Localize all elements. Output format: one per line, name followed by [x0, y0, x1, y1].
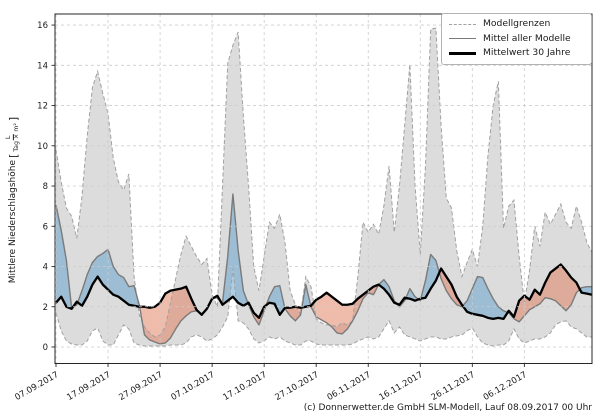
- legend-label: Mittel aller Modelle: [483, 32, 571, 44]
- above-normal-fill: [301, 284, 311, 308]
- x-tick-label: 17.10.2017: [222, 370, 269, 403]
- above-normal-fill: [219, 194, 248, 306]
- gridlines: [55, 14, 592, 364]
- below-normal-fill: [507, 264, 580, 322]
- model-range-lower-bound: [55, 268, 592, 347]
- legend: Modellgrenzen Mittel aller Modelle Mitte…: [441, 13, 592, 65]
- model-mean-line: [55, 193, 592, 345]
- copyright-note: (c) Donnerwetter.de GmbH SLM-Modell, Lau…: [303, 403, 592, 413]
- x-tick-label: 07.09.2017: [13, 370, 60, 403]
- y-tick-label: 12: [37, 102, 48, 112]
- x-tick-label: 07.10.2017: [169, 370, 216, 403]
- y-tick-label: 0: [43, 343, 48, 353]
- above-normal-fill: [266, 285, 285, 315]
- x-tick-label: 26.11.2017: [430, 370, 477, 403]
- plot-border: [54, 13, 593, 364]
- above-normal-fill: [462, 276, 508, 319]
- y-tick-label: 4: [43, 263, 48, 273]
- x-tick-label: 06.11.2017: [326, 370, 373, 403]
- above-normal-fill: [420, 254, 440, 299]
- plot-area: [55, 27, 592, 347]
- y-tick-label: 6: [43, 222, 48, 232]
- y-tick-label: 2: [43, 303, 48, 313]
- y-axis-label-text: Mittlere Niederschlagshöhe: [8, 160, 18, 284]
- legend-item-model-mean: Mittel aller Modelle: [449, 32, 584, 45]
- black-line-sample-icon: [449, 51, 476, 55]
- y-tick-label: 10: [37, 142, 48, 152]
- below-normal-fill: [139, 286, 200, 344]
- gray-line-sample-icon: [449, 38, 476, 40]
- legend-item-model-bounds: Modellgrenzen: [449, 18, 584, 30]
- dashed-line-sample-icon: [449, 23, 476, 25]
- unit-bracket-close: ]: [6, 116, 20, 122]
- legend-label: Mittelwert 30 Jahre: [483, 47, 571, 59]
- unit-bracket-open: [: [6, 153, 20, 158]
- legend-item-30y-mean: Mittelwert 30 Jahre: [449, 48, 584, 59]
- x-tick-label: 06.12.2017: [482, 370, 529, 403]
- above-normal-fill: [77, 249, 140, 307]
- legend-label: Modellgrenzen: [483, 18, 551, 29]
- y-tick-label: 8: [43, 182, 48, 192]
- unit-fraction: L Tag × m²: [5, 123, 20, 152]
- x-tick-label: 27.09.2017: [117, 370, 164, 403]
- model-range-upper-bound: [55, 27, 592, 338]
- y-axis-label: Mittlere Niederschlagshöhe [ L Tag × m² ]: [5, 116, 20, 284]
- x-tick-label: 27.10.2017: [274, 370, 321, 403]
- unit-denominator: Tag × m²: [12, 123, 20, 152]
- y-tick-label: 14: [37, 61, 48, 71]
- x-tick-label: 17.09.2017: [65, 370, 112, 403]
- y-tick-label: 16: [37, 21, 48, 31]
- x-tick-label: 16.11.2017: [378, 370, 425, 403]
